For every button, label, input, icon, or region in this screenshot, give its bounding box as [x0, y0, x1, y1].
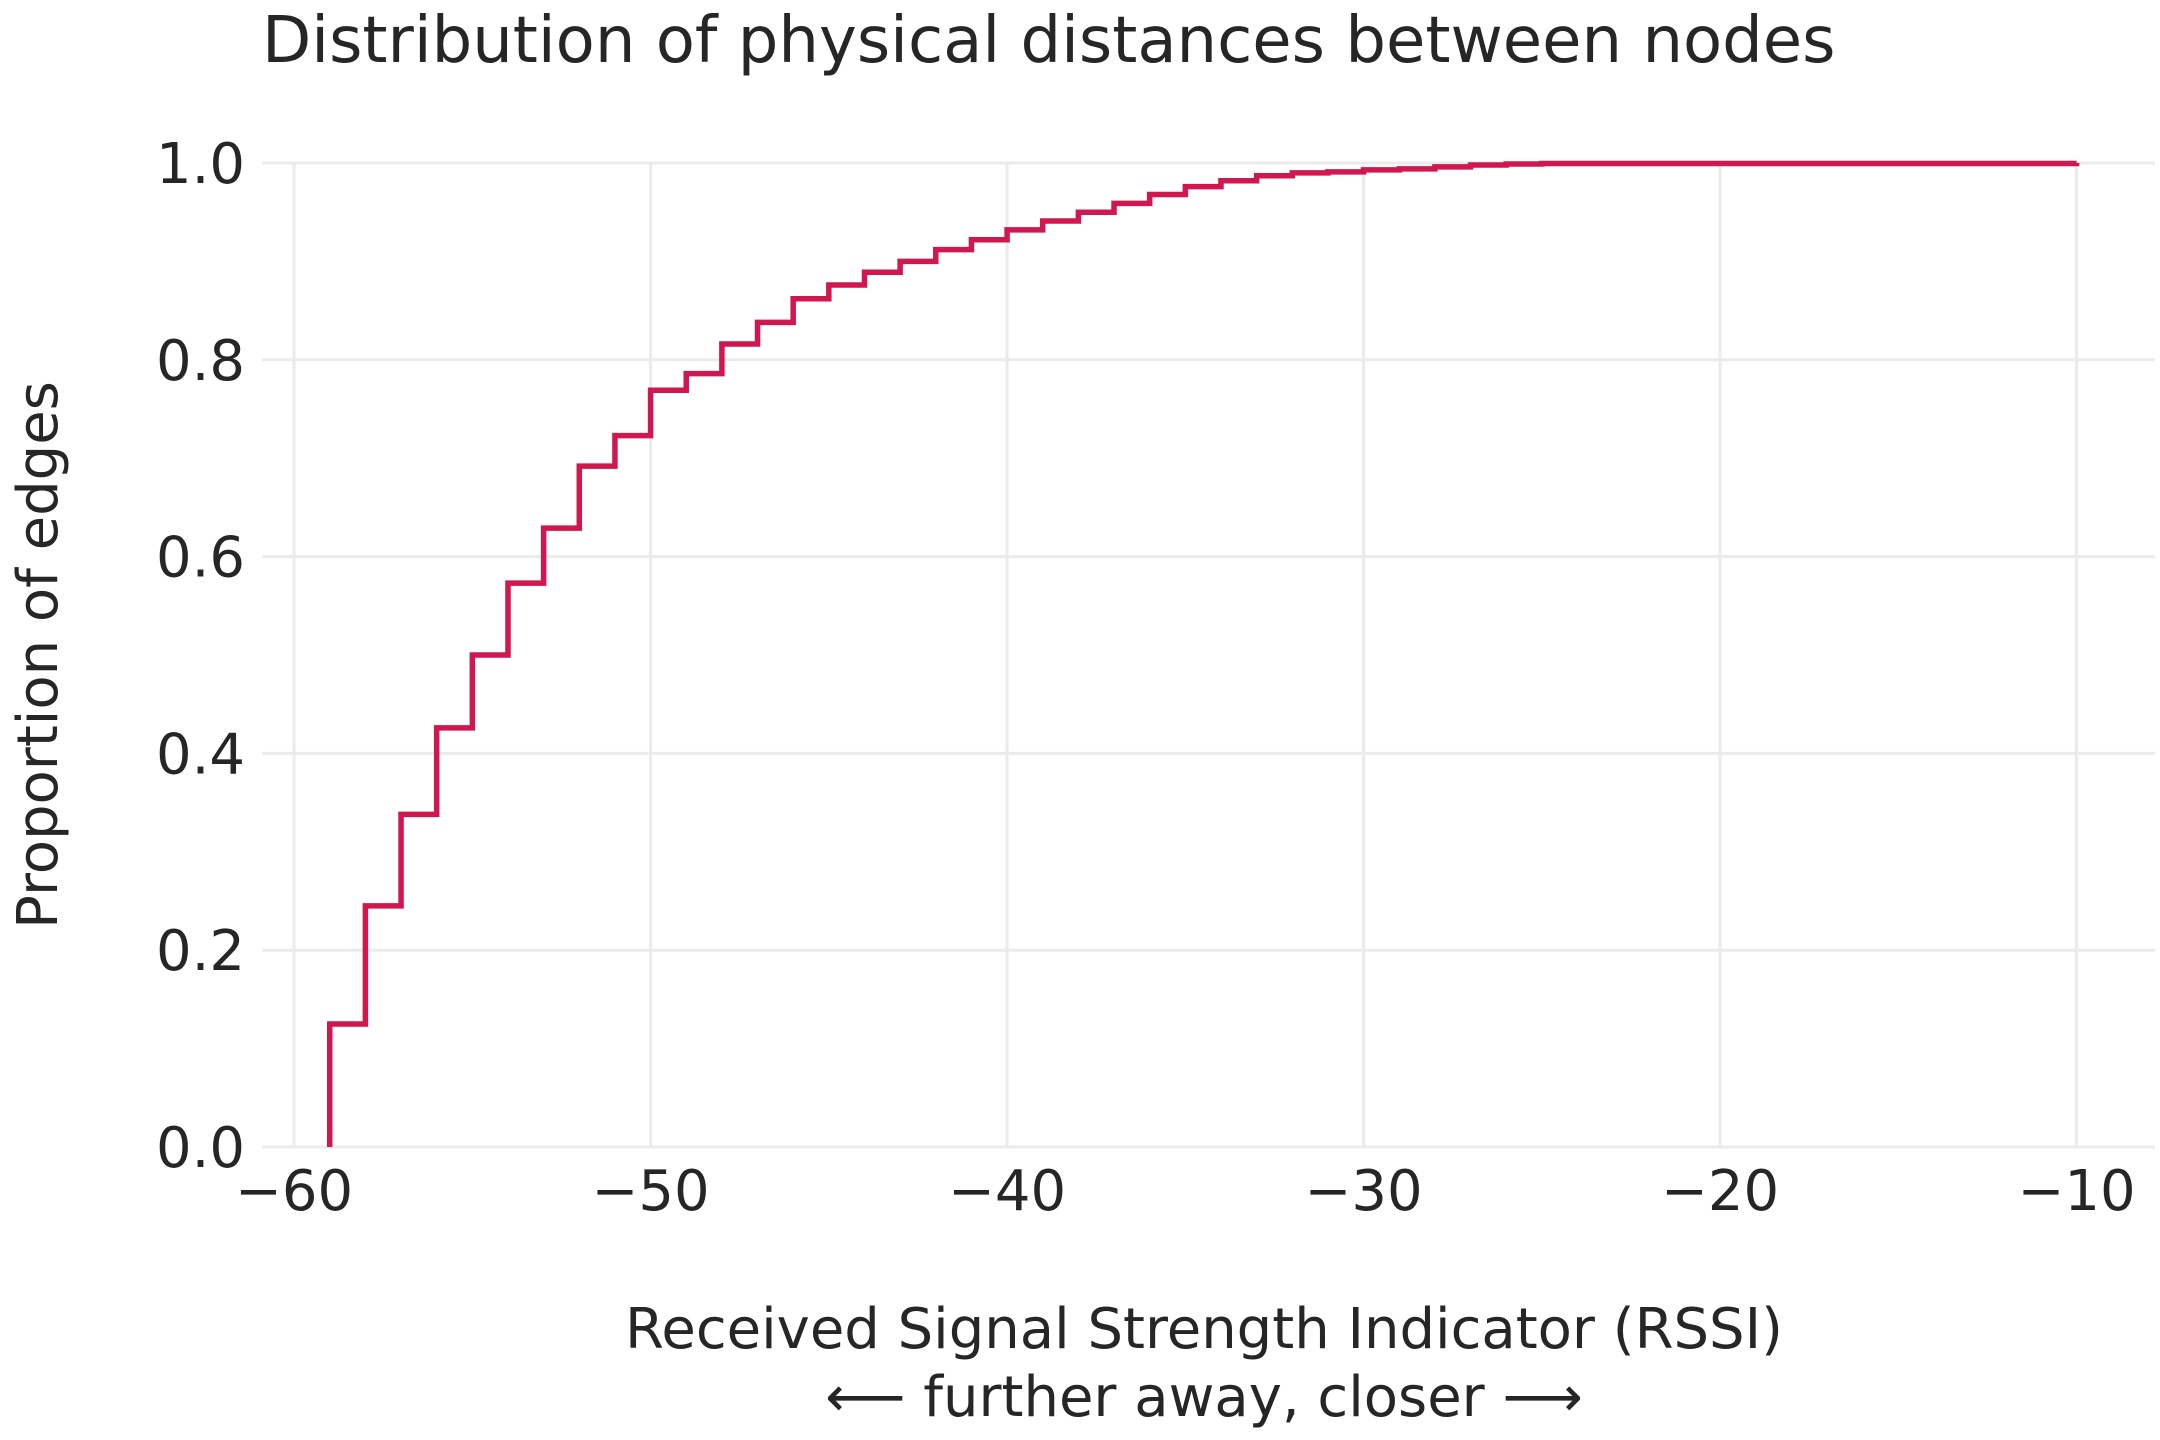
gridlines: [262, 161, 2155, 1149]
cdf-line: [326, 160, 2080, 1147]
x-tick-label: −50: [591, 1159, 709, 1224]
y-tick-label: 1.0: [156, 132, 245, 197]
x-tick-label: −30: [1304, 1159, 1422, 1224]
x-axis-sublabel: ⟵ further away, closer ⟶: [825, 1365, 1583, 1430]
y-axis-label: Proportion of edges: [6, 381, 71, 929]
tick-labels: 0.0 0.2 0.4 0.6 0.8 1.0 −60 −50 −40 −30 −20 −10: [156, 132, 2136, 1224]
y-tick-label: 0.4: [156, 722, 245, 787]
x-tick-label: −10: [2017, 1159, 2135, 1224]
x-tick-label: −60: [235, 1159, 353, 1224]
x-axis-label: Received Signal Strength Indicator (RSSI…: [625, 1297, 1783, 1362]
x-tick-label: −20: [1661, 1159, 1779, 1224]
y-tick-label: 0.8: [156, 329, 245, 394]
y-tick-label: 0.0: [156, 1116, 245, 1181]
y-tick-label: 0.2: [156, 919, 245, 984]
chart-title: Distribution of physical distances betwe…: [262, 4, 1836, 78]
x-tick-label: −40: [948, 1159, 1066, 1224]
y-tick-label: 0.6: [156, 526, 245, 591]
